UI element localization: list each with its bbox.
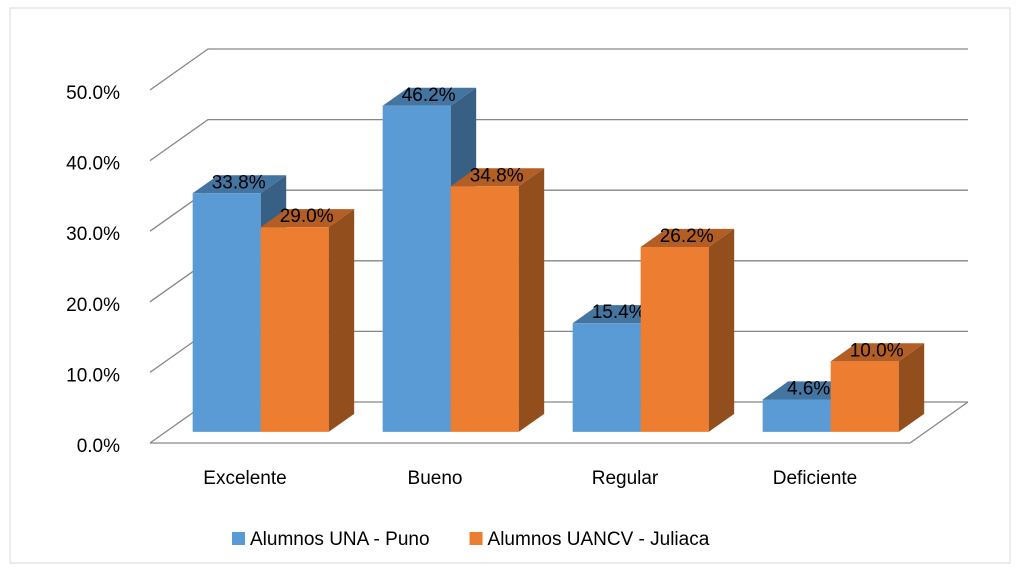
bar [572,323,641,432]
bar-top [192,175,287,194]
x-tick-label: Deficiente [773,468,858,489]
data-label: 46.2% [402,85,456,106]
grid-line [149,48,968,91]
data-label: 15.4% [592,302,646,323]
bar-side [518,168,545,432]
bar-side [328,209,355,432]
data-label: 10.0% [850,340,904,361]
bar-top [640,228,735,247]
data-label: 33.8% [212,172,266,193]
bar-top [260,209,355,228]
x-tick-label: Bueno [408,468,463,489]
bar [382,105,451,432]
y-tick-label: 0.0% [77,436,120,457]
bar [640,246,709,432]
bar [260,227,329,432]
bar-side [708,228,735,432]
bar [830,361,899,432]
legend-swatch [232,532,245,545]
bar-side [898,343,925,432]
legend-label: Alumnos UANCV - Juliaca [488,529,710,550]
y-tick-label: 40.0% [66,154,120,175]
bar-top [830,343,925,362]
bar [192,193,261,432]
x-tick-label: Excelente [203,468,286,489]
x-tick-label: Regular [592,468,659,489]
data-label: 29.0% [280,206,334,227]
y-tick-label: 30.0% [66,224,120,245]
bar-top [382,87,477,106]
data-label: 34.8% [470,165,524,186]
legend-swatch [469,532,483,545]
grid-line [149,118,968,162]
y-tick-label: 10.0% [66,365,120,386]
bar-top [450,168,545,187]
y-tick-label: 50.0% [66,83,120,104]
legend-label: Alumnos UNA - Puno [250,529,430,550]
data-label: 26.2% [660,226,714,247]
floor [150,401,969,444]
y-tick-label: 20.0% [66,295,120,316]
bar [450,186,519,432]
bar [762,399,831,432]
data-label: 4.6% [787,378,830,399]
